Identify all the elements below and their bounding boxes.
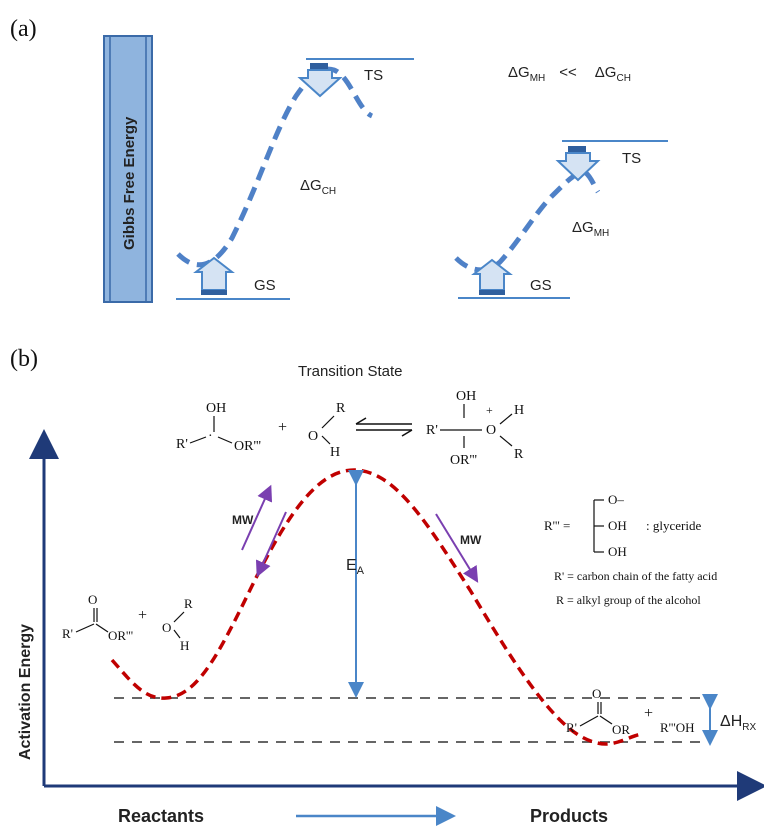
svg-text:·: ·: [208, 429, 213, 444]
left-dg-label: ΔGCH: [300, 177, 336, 197]
reaction-energy-curve: [110, 468, 645, 746]
mw-arrow-right-icon: [435, 513, 479, 583]
svg-text:ΔGMH<<ΔGCH: ΔGMH << ΔGCH: [508, 64, 631, 84]
products-label: Products: [530, 806, 608, 826]
left-energy-curve: [176, 66, 374, 268]
panel-b: (b) Transition State Activation Energy R…: [10, 346, 764, 826]
mw-right-label: MW: [460, 533, 482, 547]
panel-b-label: (b): [10, 346, 38, 372]
svg-text:+: +: [486, 403, 493, 417]
right-energy-profile: TS GS ΔGMH: [454, 140, 668, 299]
svg-text:R: R: [184, 596, 193, 611]
right-dg-label: ΔGMH: [572, 219, 609, 239]
y-axis-label: Activation Energy: [17, 624, 34, 760]
svg-text:O: O: [162, 620, 171, 635]
svg-text:O: O: [308, 429, 318, 444]
panel-a-label: (a): [10, 16, 37, 42]
transition-state-title: Transition State: [298, 363, 403, 380]
svg-text:OH: OH: [608, 518, 627, 533]
svg-text:R': R': [176, 437, 188, 452]
svg-text:O: O: [486, 423, 496, 438]
svg-text:H: H: [330, 445, 340, 460]
ea-label: EA: [346, 557, 365, 577]
svg-text:OH: OH: [608, 544, 627, 559]
right-energy-curve: [454, 169, 601, 273]
svg-text:OH: OH: [456, 389, 476, 404]
svg-text:O: O: [88, 592, 97, 607]
svg-text:OR''': OR''': [108, 628, 133, 643]
svg-text:OR''': OR''': [234, 439, 261, 454]
svg-text:: glyceride: : glyceride: [646, 518, 701, 533]
gibbs-axis-bar: Gibbs Free Energy: [103, 35, 153, 303]
svg-text:+: +: [644, 705, 653, 722]
gibbs-axis-label: Gibbs Free Energy: [121, 116, 138, 250]
svg-text:R': R': [566, 720, 577, 735]
left-gs-label: GS: [254, 277, 276, 294]
left-gs-arrow-icon: [193, 256, 235, 295]
svg-text:O–: O–: [608, 492, 624, 507]
reactant-structure: O R' OR''' + R O H: [62, 592, 193, 653]
svg-text:R''' =: R''' =: [544, 518, 570, 533]
svg-text:OR''': OR''': [450, 453, 477, 468]
panel-a: (a) Gibbs Free Energy ΔGMH << ΔGCH TS: [10, 16, 668, 303]
svg-text:H: H: [180, 638, 189, 653]
svg-text:R: R: [514, 447, 524, 462]
svg-text:R': R': [62, 626, 73, 641]
svg-text:R: R: [336, 401, 346, 416]
svg-text:OH: OH: [206, 401, 226, 416]
svg-text:R': R': [426, 423, 438, 438]
dh-label: ΔHRX: [720, 713, 756, 733]
transition-state-scheme: OH R' · OR''' + R O H OH R': [176, 389, 524, 468]
dg-comparison: ΔGMH << ΔGCH: [508, 64, 631, 84]
right-ts-label: TS: [622, 150, 641, 167]
reactants-label: Reactants: [118, 806, 204, 826]
product-structure: O R' OR + R'''OH: [566, 686, 694, 737]
left-energy-profile: TS GS ΔGCH: [176, 58, 414, 300]
equilibrium-arrows-icon: [355, 417, 413, 437]
left-ts-label: TS: [364, 67, 383, 84]
left-ts-arrow-icon: [297, 63, 343, 98]
svg-text:H: H: [514, 403, 524, 418]
svg-text:+: +: [138, 607, 147, 624]
svg-text:OR: OR: [612, 722, 630, 737]
substituent-legend: R''' = O– OH OH : glyceride R' = carbon …: [544, 492, 717, 607]
right-gs-label: GS: [530, 277, 552, 294]
right-gs-arrow-icon: [471, 258, 513, 295]
right-ts-arrow-icon: [555, 146, 601, 182]
mw-left-label: MW: [232, 513, 254, 527]
svg-text:+: +: [278, 419, 287, 436]
svg-text:O: O: [592, 686, 601, 701]
mw-arrows-left-icon: [241, 484, 287, 578]
svg-text:R' = carbon chain of the fatty: R' = carbon chain of the fatty acid: [554, 569, 717, 583]
svg-text:R = alkyl group of the alcoho: R = alkyl group of the alcohol: [556, 593, 701, 607]
svg-text:R'''OH: R'''OH: [660, 720, 694, 735]
